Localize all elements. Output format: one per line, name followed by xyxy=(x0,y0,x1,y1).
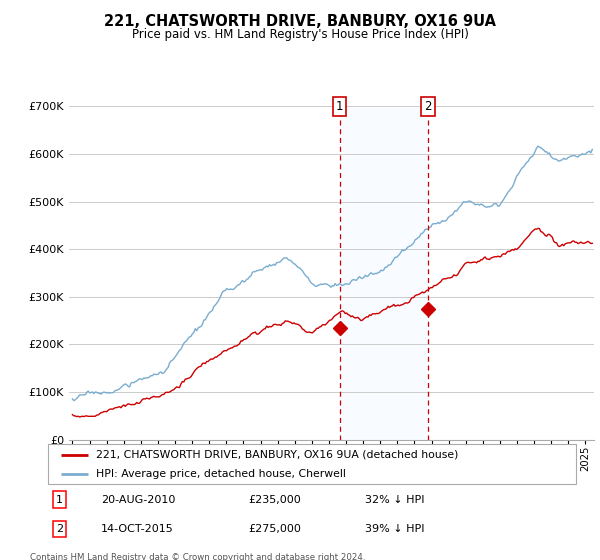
FancyBboxPatch shape xyxy=(48,444,576,484)
Text: 2: 2 xyxy=(424,100,431,113)
Bar xyxy=(340,106,428,440)
Text: £235,000: £235,000 xyxy=(248,494,301,505)
Text: £275,000: £275,000 xyxy=(248,524,302,534)
Text: 1: 1 xyxy=(56,494,63,505)
Text: 14-OCT-2015: 14-OCT-2015 xyxy=(101,524,173,534)
Text: 2: 2 xyxy=(56,524,63,534)
Text: HPI: Average price, detached house, Cherwell: HPI: Average price, detached house, Cher… xyxy=(95,469,346,478)
Text: 221, CHATSWORTH DRIVE, BANBURY, OX16 9UA: 221, CHATSWORTH DRIVE, BANBURY, OX16 9UA xyxy=(104,14,496,29)
Text: 32% ↓ HPI: 32% ↓ HPI xyxy=(365,494,424,505)
Text: 20-AUG-2010: 20-AUG-2010 xyxy=(101,494,175,505)
Text: 221, CHATSWORTH DRIVE, BANBURY, OX16 9UA (detached house): 221, CHATSWORTH DRIVE, BANBURY, OX16 9UA… xyxy=(95,450,458,460)
Text: Contains HM Land Registry data © Crown copyright and database right 2024.
This d: Contains HM Land Registry data © Crown c… xyxy=(30,553,365,560)
Text: Price paid vs. HM Land Registry's House Price Index (HPI): Price paid vs. HM Land Registry's House … xyxy=(131,28,469,41)
Text: 39% ↓ HPI: 39% ↓ HPI xyxy=(365,524,424,534)
Text: 1: 1 xyxy=(336,100,343,113)
